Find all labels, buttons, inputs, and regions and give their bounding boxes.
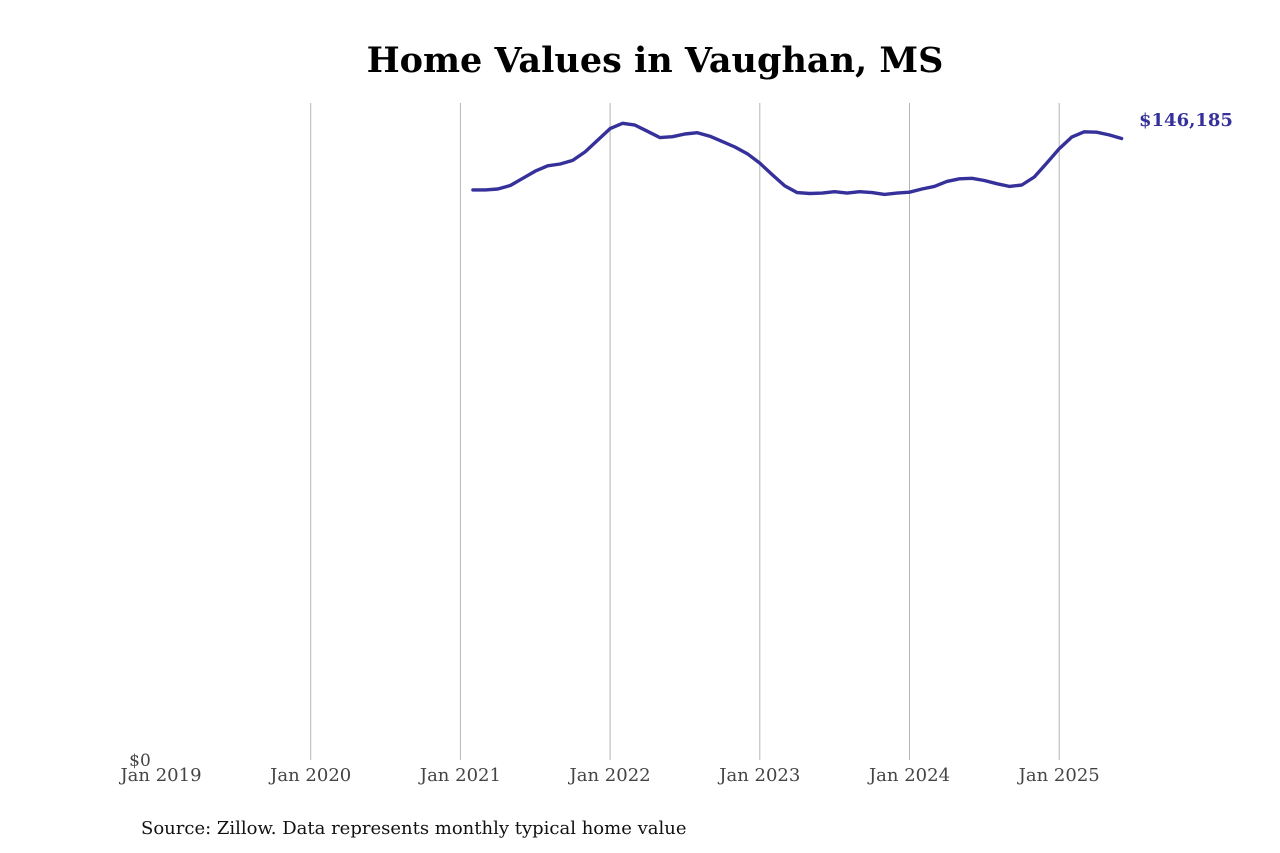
x-axis-ticks: Jan 2019 Jan 2020 Jan 2021 Jan 2022 Jan 2023… [118, 765, 1099, 786]
x-tick-label: Jan 2020 [268, 765, 351, 786]
x-tick-label: Jan 2024 [867, 765, 950, 786]
x-tick-label: Jan 2025 [1017, 765, 1100, 786]
y-tick-label-zero: $0 [129, 751, 151, 771]
x-tick-label: Jan 2019 [118, 765, 201, 786]
latest-value-label: $146,185 [1139, 110, 1233, 131]
chart-title: Home Values in Vaughan, MS [367, 40, 944, 81]
x-tick-label: Jan 2021 [418, 765, 501, 786]
x-tick-label: Jan 2023 [717, 765, 800, 786]
source-note: Source: Zillow. Data represents monthly … [141, 818, 687, 839]
home-value-line [471, 121, 1124, 197]
x-tick-label: Jan 2022 [568, 765, 651, 786]
gridlines [310, 103, 1060, 760]
